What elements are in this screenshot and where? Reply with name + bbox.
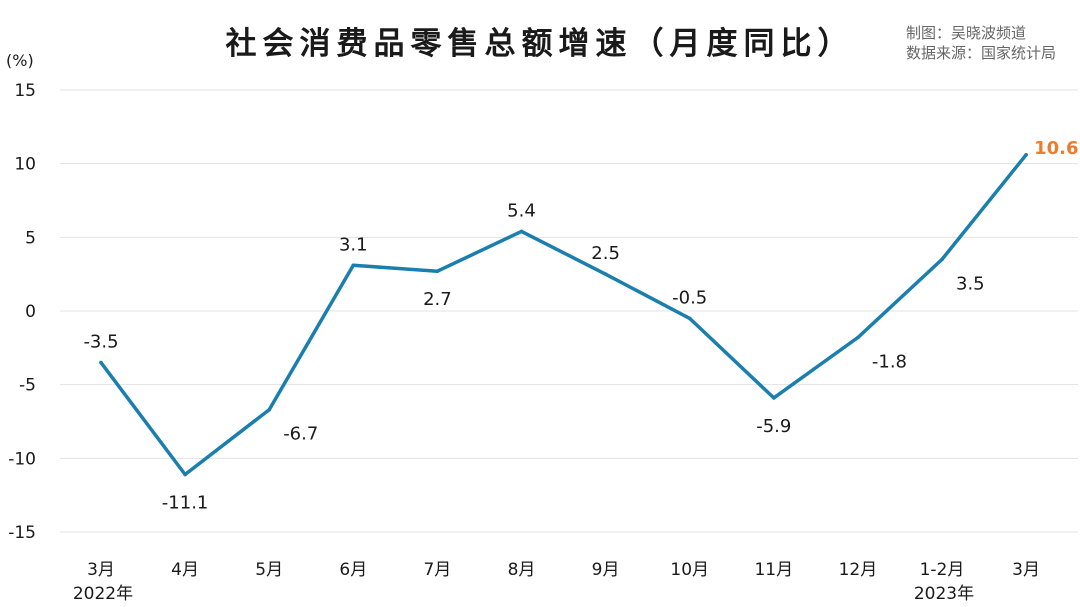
data-label: -6.7	[283, 424, 318, 445]
x-tick-label: 10月	[670, 560, 709, 580]
data-point	[772, 396, 776, 400]
data-point	[687, 316, 692, 321]
data-point	[519, 229, 524, 234]
y-tick-label: -15	[8, 523, 36, 543]
gridlines	[60, 89, 1078, 533]
data-label: -5.9	[756, 416, 791, 437]
chart-title: 社会消费品零售总额增速（月度同比）	[225, 26, 855, 62]
series-line	[99, 153, 1028, 477]
data-point	[267, 407, 272, 412]
data-point	[435, 269, 440, 274]
x-tick-label: 1-2月	[920, 560, 965, 580]
data-label: -0.5	[672, 287, 707, 308]
data-point	[351, 263, 356, 268]
data-label: -11.1	[162, 493, 209, 514]
x-tick-label: 8月	[508, 560, 536, 580]
data-label: 2.7	[423, 289, 452, 310]
x-tick-label: 3月	[87, 560, 115, 580]
y-axis-ticks: 15 10 5 0 -5 -10 -15	[8, 81, 36, 543]
data-label: -1.8	[872, 352, 907, 373]
y-tick-label: 5	[25, 228, 36, 248]
y-tick-label: 15	[14, 81, 36, 101]
data-point	[940, 257, 944, 262]
data-labels: -3.5 -11.1 -6.7 3.1 2.7 5.4 2.5 -0.5 -5.9 -1.8 3.5…	[83, 138, 1078, 514]
data-label: 5.4	[507, 200, 536, 221]
x-tick-label: 9月	[592, 560, 620, 580]
data-label: -3.5	[83, 332, 118, 353]
x-tick-label: 12月	[839, 560, 878, 580]
x-tick-label: 7月	[423, 560, 451, 580]
x-tick-label: 6月	[339, 560, 367, 580]
x-year-label: 2023年	[914, 584, 974, 604]
x-tick-label: 3月	[1012, 560, 1040, 580]
data-point	[856, 335, 860, 340]
data-label: 3.1	[339, 234, 368, 255]
x-tick-label: 5月	[255, 560, 283, 580]
y-tick-label: -10	[8, 449, 36, 469]
x-year-label: 2022年	[73, 584, 133, 604]
data-point	[99, 360, 103, 365]
data-point	[1024, 153, 1028, 157]
x-tick-label: 4月	[171, 560, 199, 580]
data-label: 10.6	[1034, 138, 1078, 159]
x-tick-label: 11月	[754, 560, 793, 580]
y-tick-label: 10	[14, 155, 36, 175]
y-tick-label: 0	[25, 302, 36, 322]
series-polyline	[99, 153, 1028, 477]
data-label: 2.5	[591, 243, 620, 264]
data-label: 3.5	[956, 273, 985, 294]
y-axis-unit-label: (%)	[6, 51, 34, 70]
data-point	[603, 272, 608, 276]
credit-author: 制图：吴晓波频道	[906, 24, 1027, 42]
credit-source: 数据来源：国家统计局	[906, 44, 1057, 62]
data-point	[183, 472, 187, 477]
y-tick-label: -5	[19, 376, 36, 396]
x-axis-ticks: 3月 4月 5月 6月 7月 8月 9月 10月 11月 12月 1-2月 3月 2022年 2023年	[73, 560, 1040, 604]
